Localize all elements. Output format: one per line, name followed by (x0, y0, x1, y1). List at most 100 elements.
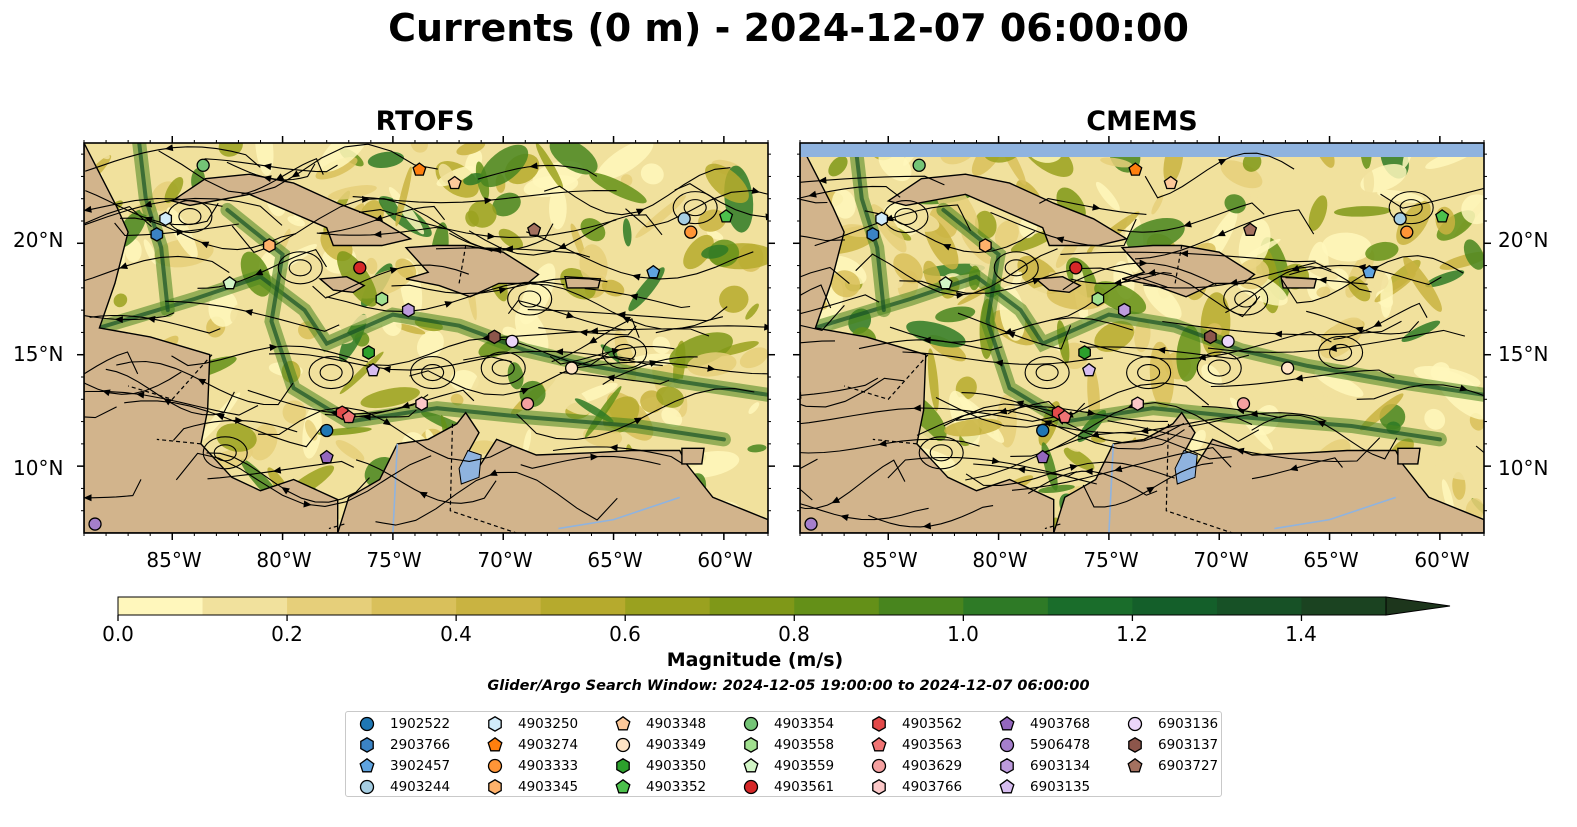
legend-item: 6903135 (998, 777, 1090, 797)
streamline (1081, 346, 1250, 360)
country-border (1165, 423, 1235, 533)
streamline (1007, 405, 1168, 422)
eddy-streamline (613, 343, 637, 362)
streamline (551, 318, 640, 363)
speed-patch (365, 257, 378, 274)
streamline (858, 339, 1003, 351)
legend-label: 4903352 (646, 779, 707, 795)
streamline-arrow (1371, 265, 1380, 273)
streamline-arrow (609, 444, 618, 452)
rtofs-map (84, 143, 768, 533)
speed-patch (579, 244, 608, 286)
lake-maracaibo (1174, 449, 1198, 485)
float-marker (1280, 361, 1295, 375)
float-marker (362, 345, 375, 360)
streamline-arrow (1294, 374, 1304, 382)
streamline (531, 283, 728, 330)
legend-marker-icon (488, 779, 502, 795)
speed-patch (622, 218, 632, 247)
legend-marker-icon (615, 737, 631, 753)
legend-marker (871, 736, 887, 752)
streamline-arrow (263, 175, 272, 183)
legend-marker-icon (487, 736, 503, 752)
river (392, 443, 399, 533)
legend-item: 5906478 (998, 735, 1090, 755)
lon-label-right: 60°W (1414, 548, 1470, 572)
streamline-arrow (418, 491, 428, 499)
speed-patch (1095, 181, 1120, 211)
speed-patch (830, 270, 861, 298)
streamline-arrow (629, 293, 639, 301)
country-border (127, 354, 213, 400)
streamline (527, 309, 724, 322)
legend-item: 1902522 (358, 714, 450, 734)
lon-label-left: 65°W (587, 548, 643, 572)
lat-label-left: 20°N (13, 228, 64, 252)
streamline-arrow (444, 301, 454, 308)
streamline-arrow (707, 364, 716, 372)
legend-marker (487, 736, 503, 752)
speed-patch (1334, 206, 1391, 217)
streamline (84, 351, 139, 375)
eddy-streamline (1035, 363, 1059, 382)
float-marker (1236, 397, 1251, 411)
legend-marker (743, 757, 759, 773)
legend-marker-icon (359, 716, 375, 732)
streamline (312, 264, 469, 299)
colorbar-segment (878, 597, 964, 615)
streamline (84, 371, 182, 395)
streamline-arrow (1218, 158, 1227, 166)
speed-patch (84, 143, 110, 160)
colorbar-segment (371, 597, 457, 615)
speed-patch (395, 258, 417, 279)
eddy-streamline (507, 282, 553, 316)
float-marker (1069, 261, 1083, 275)
streamline-arrow (1318, 276, 1327, 284)
streamline-arrow (275, 173, 285, 181)
colorbar-tick-label: 0.2 (271, 622, 303, 646)
float-marker (1128, 162, 1143, 176)
streamline-arrow (1084, 468, 1093, 475)
legend-marker (1128, 737, 1142, 753)
streamline (1380, 187, 1484, 209)
speed-patch (143, 239, 158, 265)
speed-patch (1094, 321, 1135, 352)
legend-item: 4903563 (870, 735, 962, 755)
speed-patch (706, 229, 724, 241)
streamline-arrow (818, 176, 827, 184)
speed-patch (715, 341, 759, 357)
streamline-arrow (373, 230, 382, 238)
streamline-arrow (164, 144, 174, 152)
streamline-arrow (374, 214, 384, 222)
legend-label: 6903727 (1158, 758, 1219, 774)
colorbar-segment (202, 597, 288, 615)
streamline-arrow (216, 413, 225, 421)
speed-patch (287, 216, 305, 227)
speed-patch (197, 392, 241, 444)
streamline-arrow (197, 378, 207, 386)
streamline (172, 419, 298, 441)
legend-item: 4903354 (742, 714, 834, 734)
streamline-arrow (912, 404, 921, 412)
float-marker (415, 396, 428, 412)
eddy-streamline (1329, 343, 1353, 362)
colorbar-tick-label: 0.8 (778, 622, 810, 646)
legend-item: 6903727 (1126, 756, 1218, 776)
panel-frame (83, 142, 769, 534)
river (1274, 496, 1396, 530)
float-marker (505, 334, 519, 348)
float-marker (1131, 396, 1144, 412)
eddy-streamline (410, 355, 456, 390)
streamline (800, 284, 832, 309)
legend-item: 4903345 (486, 777, 578, 797)
speed-patch (705, 163, 749, 204)
speed-patch (1242, 152, 1262, 172)
streamline-arrow (143, 200, 153, 208)
eddy-streamline (1024, 355, 1070, 390)
float-marker (341, 409, 356, 424)
speed-patch (589, 172, 647, 204)
streamline-arrow (504, 245, 514, 253)
legend-marker (615, 737, 631, 753)
streamline-arrow (481, 334, 490, 342)
streamline (241, 157, 324, 195)
